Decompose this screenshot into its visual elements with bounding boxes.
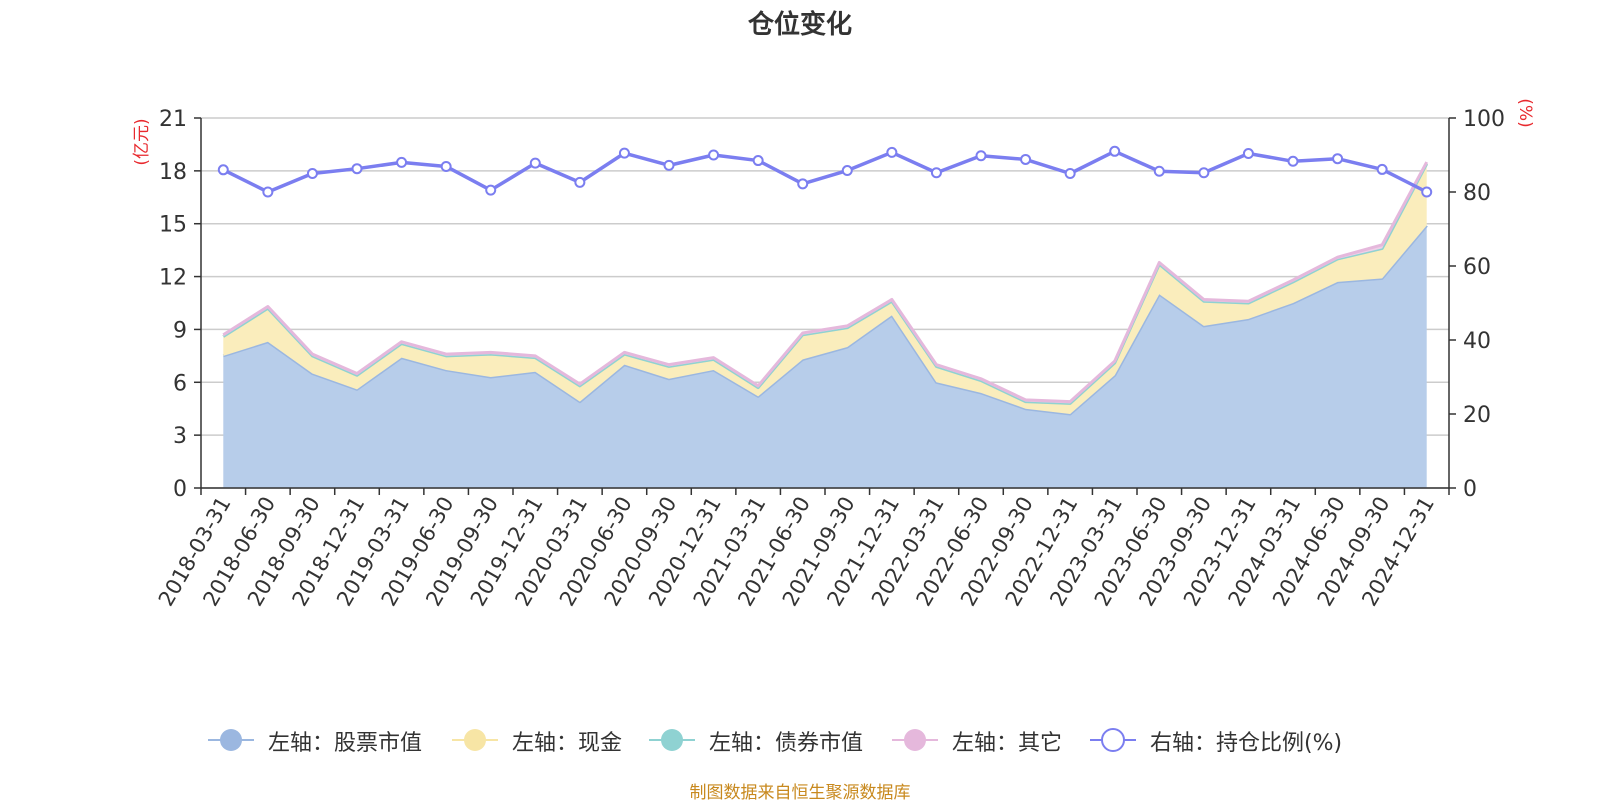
right-tick-label-0: 0 bbox=[1463, 477, 1477, 502]
ratio-point-18 bbox=[1020, 153, 1032, 165]
area-line-series-3 bbox=[222, 161, 1429, 404]
ratio-point-1 bbox=[262, 186, 274, 198]
ratio-point-15 bbox=[886, 146, 898, 158]
right-tick-label-5: 100 bbox=[1463, 107, 1505, 132]
left-tick-label-4: 12 bbox=[159, 266, 187, 291]
legend-label-cash: 左轴：现金 bbox=[512, 731, 623, 756]
left-tick-label-7: 21 bbox=[159, 107, 187, 132]
ratio-point-10 bbox=[663, 159, 675, 171]
area-line-series-2 bbox=[222, 163, 1429, 405]
ratio-point-19 bbox=[1064, 168, 1076, 179]
ratio-point-26 bbox=[1376, 163, 1388, 175]
ratio-point-2 bbox=[306, 168, 318, 179]
right-tick-label-1: 20 bbox=[1463, 403, 1491, 428]
area-series-0 bbox=[223, 225, 1427, 488]
ratio-point-16 bbox=[930, 167, 942, 179]
legend-label-other: 左轴：其它 bbox=[952, 731, 1063, 756]
right-tick-label-2: 40 bbox=[1463, 329, 1491, 354]
left-tick-label-1: 3 bbox=[173, 424, 187, 449]
ratio-point-24 bbox=[1287, 155, 1299, 167]
right-tick-label-3: 60 bbox=[1463, 255, 1491, 280]
left-tick-label-6: 18 bbox=[159, 160, 187, 185]
ratio-point-23 bbox=[1242, 148, 1254, 160]
legend-label-stock: 左轴：股票市值 bbox=[268, 731, 423, 756]
chart-title: 仓位变化 bbox=[747, 10, 852, 40]
ratio-point-14 bbox=[841, 165, 853, 177]
ratio-point-20 bbox=[1109, 145, 1121, 157]
ratio-point-7 bbox=[529, 157, 541, 169]
ratio-point-3 bbox=[351, 163, 363, 175]
legend-marker-ratio bbox=[1090, 728, 1136, 752]
legend: 左轴：股票市值 左轴：现金 左轴：债券市值 左轴：其它 右轴：持仓比例(%) bbox=[0, 722, 1600, 758]
legend-label-bond: 左轴：债券市值 bbox=[709, 731, 864, 756]
area-series-1 bbox=[223, 163, 1427, 414]
legend-marker-other bbox=[892, 729, 938, 751]
ratio-point-17 bbox=[975, 150, 987, 162]
ratio-point-6 bbox=[485, 184, 497, 196]
ratio-point-4 bbox=[396, 156, 408, 168]
left-tick-label-0: 0 bbox=[173, 477, 187, 502]
ratio-point-25 bbox=[1332, 153, 1344, 165]
data-source-note: 制图数据来自恒生聚源数据库 bbox=[689, 783, 911, 803]
ratio-point-9 bbox=[618, 147, 630, 159]
legend-marker-bond bbox=[649, 729, 695, 751]
ratio-point-13 bbox=[797, 178, 809, 190]
legend-marker-stock bbox=[208, 729, 254, 751]
ratio-point-12 bbox=[752, 155, 764, 167]
left-tick-label-5: 15 bbox=[159, 213, 187, 238]
left-tick-label-2: 6 bbox=[173, 371, 187, 396]
ratio-point-22 bbox=[1198, 167, 1210, 179]
ratio-point-5 bbox=[440, 160, 452, 172]
right-axis-unit: (%) bbox=[1515, 98, 1535, 127]
ratio-point-11 bbox=[708, 149, 720, 161]
ratio-point-27 bbox=[1421, 186, 1433, 198]
left-axis-unit: (亿元) bbox=[132, 118, 152, 165]
ratio-point-8 bbox=[574, 176, 586, 188]
ratio-point-0 bbox=[217, 164, 229, 176]
ratio-point-21 bbox=[1153, 165, 1165, 177]
legend-marker-cash bbox=[452, 729, 498, 751]
legend-label-ratio: 右轴：持仓比例(%) bbox=[1150, 731, 1343, 756]
ratio-line bbox=[222, 149, 1428, 194]
right-tick-label-4: 80 bbox=[1463, 181, 1491, 206]
left-tick-label-3: 9 bbox=[173, 318, 187, 343]
